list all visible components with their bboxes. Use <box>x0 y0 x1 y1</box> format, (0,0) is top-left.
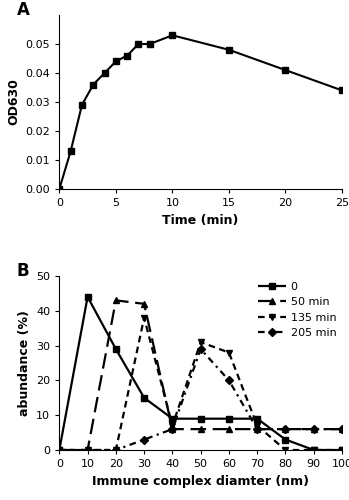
0 <box>142 395 146 401</box>
0 <box>340 447 344 453</box>
0 <box>227 416 231 422</box>
205 min <box>340 426 344 432</box>
Line: 50 min: 50 min <box>56 297 345 453</box>
135 min <box>227 350 231 356</box>
50 min <box>170 426 174 432</box>
50 min <box>340 426 344 432</box>
135 min <box>86 447 90 453</box>
Text: A: A <box>17 1 30 19</box>
205 min <box>57 447 61 453</box>
135 min <box>255 422 259 428</box>
50 min <box>142 301 146 307</box>
205 min <box>170 426 174 432</box>
135 min <box>57 447 61 453</box>
205 min <box>227 378 231 384</box>
Line: 205 min: 205 min <box>56 346 345 453</box>
50 min <box>255 426 259 432</box>
0 <box>57 447 61 453</box>
205 min <box>142 436 146 442</box>
135 min <box>340 447 344 453</box>
205 min <box>312 426 316 432</box>
205 min <box>86 447 90 453</box>
Line: 0: 0 <box>56 294 345 453</box>
50 min <box>86 447 90 453</box>
50 min <box>57 447 61 453</box>
135 min <box>312 447 316 453</box>
0 <box>170 416 174 422</box>
Line: 135 min: 135 min <box>56 314 345 453</box>
0 <box>283 436 288 442</box>
0 <box>199 416 203 422</box>
X-axis label: Immune complex diamter (nm): Immune complex diamter (nm) <box>92 474 309 488</box>
205 min <box>114 447 118 453</box>
50 min <box>199 426 203 432</box>
205 min <box>255 426 259 432</box>
50 min <box>227 426 231 432</box>
135 min <box>142 315 146 321</box>
135 min <box>199 339 203 345</box>
135 min <box>114 447 118 453</box>
135 min <box>283 447 288 453</box>
50 min <box>312 426 316 432</box>
Y-axis label: abundance (%): abundance (%) <box>17 310 31 416</box>
Legend: 0, 50 min, 135 min, 205 min: 0, 50 min, 135 min, 205 min <box>259 282 336 338</box>
50 min <box>283 426 288 432</box>
50 min <box>114 298 118 304</box>
Y-axis label: OD630: OD630 <box>7 78 20 126</box>
0 <box>312 447 316 453</box>
205 min <box>199 346 203 352</box>
X-axis label: Time (min): Time (min) <box>163 214 239 226</box>
205 min <box>283 426 288 432</box>
0 <box>255 416 259 422</box>
Text: B: B <box>17 262 30 280</box>
0 <box>86 294 90 300</box>
0 <box>114 346 118 352</box>
135 min <box>170 422 174 428</box>
